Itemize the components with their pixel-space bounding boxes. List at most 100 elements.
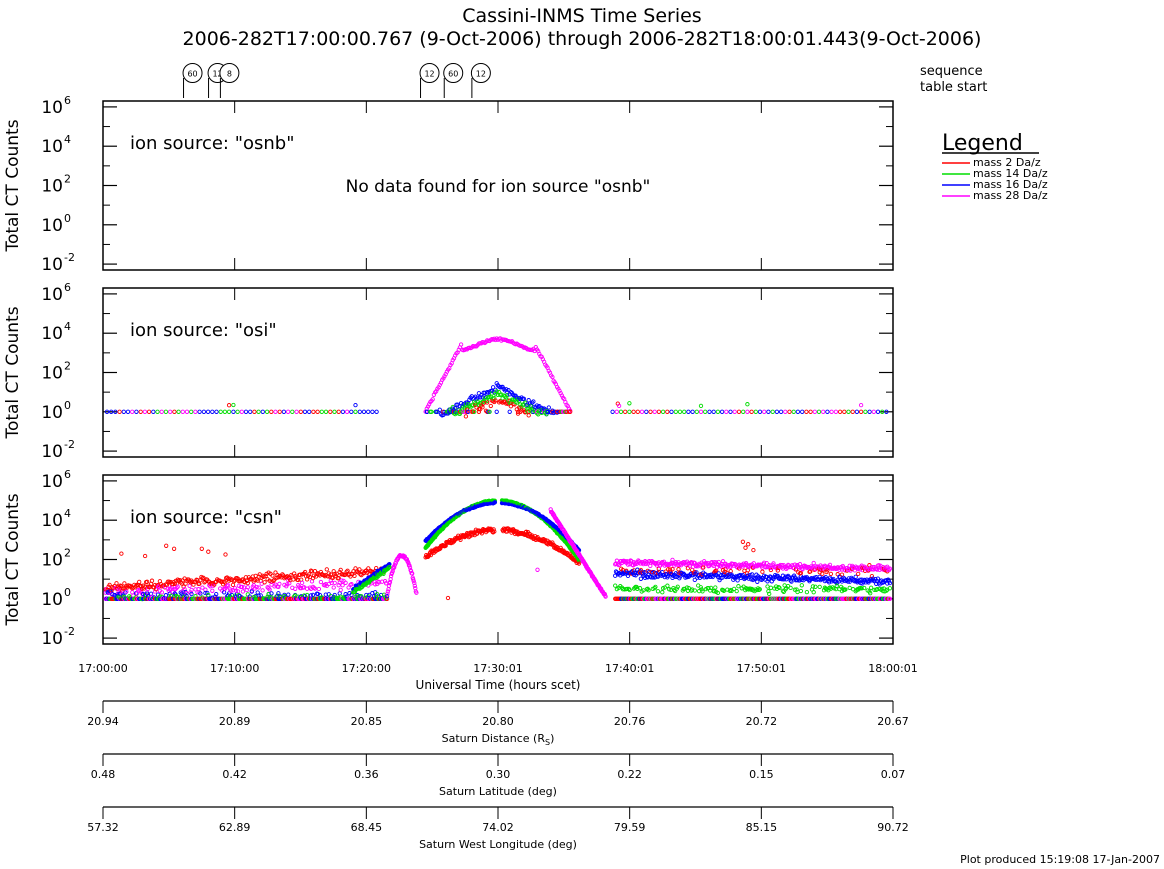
data-point — [711, 409, 716, 414]
data-point — [385, 589, 391, 594]
data-points — [104, 336, 889, 419]
aux-axis-tick-label: 74.02 — [482, 821, 514, 834]
data-point — [210, 409, 215, 414]
data-point — [245, 580, 250, 586]
data-point — [121, 586, 126, 591]
x-tick-label: 17:40:01 — [605, 662, 654, 675]
data-point — [701, 565, 706, 570]
data-point — [829, 409, 834, 414]
data-point — [337, 591, 342, 596]
data-point — [205, 590, 210, 596]
data-point — [163, 409, 169, 414]
data-point — [294, 409, 299, 414]
data-point — [324, 567, 329, 572]
data-point — [703, 560, 709, 566]
aux-axis-tick-label: 0.36 — [354, 768, 379, 781]
data-point — [281, 409, 287, 414]
data-point — [724, 409, 729, 414]
data-point — [749, 409, 754, 414]
sequence-marker-circle — [443, 63, 464, 83]
data-point — [623, 409, 628, 414]
data-point — [825, 568, 830, 573]
ion-source-label: ion source: "osi" — [130, 320, 277, 341]
data-point — [121, 409, 126, 414]
data-point — [425, 404, 431, 409]
data-point — [262, 580, 267, 585]
aux-axis-1: 20.94 20.89 20.85 20.80 20.76 20.72 20.67 Satur… — [87, 700, 909, 747]
data-point — [884, 409, 889, 414]
sequence-marker-circle — [182, 63, 203, 83]
data-point — [887, 580, 893, 586]
data-point — [817, 584, 822, 590]
aux-axis-tick-label: 62.89 — [219, 821, 251, 834]
aux-axis-tick-label: 20.80 — [482, 715, 514, 728]
data-point — [576, 561, 582, 566]
data-point — [245, 592, 250, 597]
data-point — [404, 557, 410, 562]
y-tick-label-exp: -2 — [64, 625, 75, 638]
aux-axis-label-end: ) — [550, 732, 554, 745]
data-point — [330, 575, 335, 581]
data-point — [306, 572, 312, 577]
y-tick-label-exp: -2 — [64, 251, 75, 264]
data-point — [122, 581, 127, 586]
data-point — [707, 409, 712, 414]
data-point — [694, 409, 699, 414]
data-point — [430, 397, 435, 402]
data-point — [144, 579, 150, 584]
data-point — [507, 409, 512, 414]
sequence-marker-circle — [219, 63, 240, 83]
legend-title: Legend — [942, 131, 1023, 156]
data-point — [340, 583, 345, 588]
data-point — [708, 585, 714, 591]
data-point — [880, 409, 885, 414]
data-point — [694, 570, 699, 575]
data-point — [311, 409, 316, 414]
sequence-marker-circle — [470, 63, 491, 83]
data-point — [318, 569, 324, 575]
data-point — [854, 409, 860, 414]
data-point — [867, 409, 872, 414]
data-point — [366, 409, 371, 414]
data-point — [315, 409, 320, 414]
sequence-markers: 60 12 8 12 60 12 — [182, 63, 491, 98]
data-point — [804, 589, 810, 595]
aux-axis-tick-label: 68.45 — [351, 821, 383, 834]
aux-axis-tick-label: 20.67 — [877, 715, 909, 728]
data-point — [413, 585, 418, 591]
data-point — [241, 585, 247, 590]
data-point — [285, 409, 291, 414]
aux-axis-tick-label: 85.15 — [746, 821, 778, 834]
data-point — [453, 353, 458, 358]
aux-axis-tick-label: 79.59 — [614, 821, 646, 834]
data-point — [655, 589, 661, 594]
data-point — [820, 571, 825, 576]
data-point — [492, 500, 498, 505]
data-point — [794, 587, 799, 592]
data-point — [118, 591, 123, 596]
data-point — [616, 403, 622, 409]
data-point — [199, 546, 204, 551]
data-point — [668, 570, 673, 575]
sequence-marker: 12 — [470, 63, 491, 98]
data-point — [277, 409, 282, 414]
data-point — [187, 583, 192, 589]
data-point — [304, 592, 310, 598]
data-point — [698, 585, 703, 590]
y-tick-label-exp: 6 — [64, 94, 71, 107]
data-point — [813, 584, 818, 589]
data-point — [273, 409, 278, 414]
aux-axis-3: 57.32 62.89 68.45 74.02 79.59 85.15 90.72 Satur… — [87, 806, 909, 851]
data-point — [201, 409, 207, 414]
data-point — [811, 590, 816, 595]
data-point — [627, 587, 632, 593]
data-point — [698, 409, 704, 414]
data-point — [171, 546, 177, 551]
aux-axis-tick-label: 20.76 — [614, 715, 646, 728]
data-point — [214, 591, 219, 597]
sequence-marker: 12 — [419, 63, 440, 98]
data-point — [627, 409, 632, 414]
aux-axis-label-main: Saturn West Longitude (deg) — [419, 838, 577, 851]
data-point — [235, 589, 241, 594]
data-point — [635, 409, 640, 414]
